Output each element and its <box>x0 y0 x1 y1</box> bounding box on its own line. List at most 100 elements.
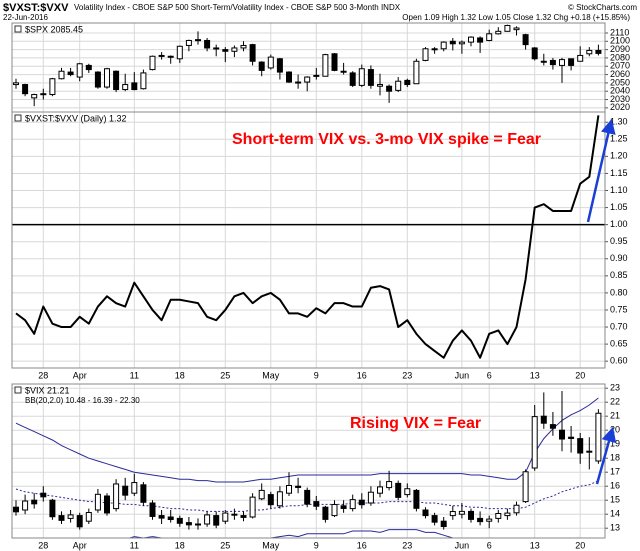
candle-body <box>304 489 311 505</box>
y-tick-label: 0.60 <box>610 356 628 366</box>
legend-label: BB(20,2.0) 10.48 - 16.39 - 22.30 <box>25 396 140 405</box>
panel-background <box>12 23 605 112</box>
candle-body <box>586 450 593 453</box>
candle-body <box>595 49 602 54</box>
x-tick-label: 11 <box>130 540 139 550</box>
candle-body <box>431 48 438 51</box>
candle-body <box>549 424 556 429</box>
y-tick-label: 1.05 <box>610 202 628 212</box>
candle-body <box>49 499 56 518</box>
x-tick-label: 18 <box>175 370 185 380</box>
candle-body <box>40 93 47 96</box>
candle-body <box>404 488 411 496</box>
candle-body <box>549 59 556 66</box>
y-tick-label: 2100 <box>610 36 630 46</box>
x-tick-label: 20 <box>575 370 585 380</box>
x-tick-label: 25 <box>220 370 230 380</box>
x-tick-label: 16 <box>357 540 367 550</box>
band-upper <box>15 397 599 483</box>
candle-body <box>386 481 393 489</box>
candle-body <box>513 504 520 514</box>
candle-body <box>568 436 575 439</box>
candle-body <box>158 54 165 57</box>
candle-body <box>67 514 74 519</box>
legend-label: $SPX 2085.45 <box>25 24 83 34</box>
candle-body <box>495 30 502 35</box>
data-line <box>15 115 600 359</box>
candle-body <box>367 491 374 504</box>
candle-body <box>340 505 347 509</box>
x-tick-label: 9 <box>314 370 319 380</box>
y-tick-label: 0.70 <box>610 321 628 331</box>
candle-body <box>295 485 302 488</box>
legend-label: $VIX 21.21 <box>25 385 70 395</box>
candle-body <box>176 517 183 524</box>
candle-body <box>131 82 138 91</box>
candle-body <box>349 72 356 86</box>
candle-body <box>22 84 29 95</box>
y-tick-label: 18 <box>610 453 620 463</box>
x-tick-label: 25 <box>220 540 230 550</box>
candle-body <box>286 485 292 494</box>
candle-body <box>559 429 565 440</box>
candle-body <box>149 502 156 517</box>
y-tick-label: 2080 <box>610 52 630 62</box>
candle-body <box>167 55 174 58</box>
y-tick-label: 14 <box>610 509 620 519</box>
candle-body <box>577 438 584 454</box>
x-tick-label: May <box>262 370 280 380</box>
candle-body <box>586 49 593 55</box>
candle-body <box>49 78 56 96</box>
candle-body <box>404 79 411 86</box>
y-tick-label: 16 <box>610 481 620 491</box>
candle-body <box>468 36 474 43</box>
candle-body <box>13 506 19 513</box>
candle-body <box>377 84 383 87</box>
y-tick-label: 1.30 <box>610 117 628 127</box>
y-tick-label: 15 <box>610 495 620 505</box>
candle-body <box>449 511 456 517</box>
y-tick-label: 0.80 <box>610 287 628 297</box>
arrow <box>586 118 616 223</box>
candle-body <box>94 71 101 88</box>
candle-body <box>559 59 565 66</box>
x-tick-label: 16 <box>357 370 367 380</box>
candle-body <box>458 41 465 45</box>
panel-frame <box>11 111 606 369</box>
candle-body <box>40 492 47 498</box>
arrow <box>595 426 617 485</box>
candle-body <box>486 518 493 522</box>
y-tick-label: 2020 <box>610 102 630 112</box>
candle-body <box>267 494 274 506</box>
y-tick-label: 2050 <box>610 77 630 87</box>
y-tick-label: 0.90 <box>610 253 628 263</box>
candle-body <box>195 523 201 526</box>
annotation: Rising VIX = Fear <box>350 415 481 432</box>
candle-body <box>322 54 329 77</box>
candle-body <box>85 64 92 71</box>
candle-body <box>31 499 38 505</box>
candle-body <box>85 512 92 522</box>
y-tick-label: 1.00 <box>610 219 628 229</box>
x-tick-label: Apr <box>73 540 87 550</box>
x-tick-label: 9 <box>314 540 319 550</box>
candle-body <box>267 56 274 69</box>
candle-body <box>122 485 129 496</box>
y-tick-label: 21 <box>610 411 620 421</box>
x-tick-label: 23 <box>402 540 412 550</box>
candle-body <box>185 522 192 526</box>
candle-body <box>58 515 65 521</box>
candle-body <box>231 47 238 52</box>
candle-body <box>131 482 138 494</box>
candle-body <box>13 82 19 86</box>
candle-body <box>313 501 320 507</box>
candle-body <box>331 504 338 517</box>
candle-body <box>595 412 602 462</box>
band-lower <box>128 529 518 538</box>
candle-body <box>258 489 265 500</box>
candle-body <box>522 34 529 46</box>
x-tick-label: Apr <box>73 370 87 380</box>
x-tick-label: 28 <box>38 370 48 380</box>
x-tick-label: 13 <box>530 370 540 380</box>
candle-body <box>122 84 129 91</box>
